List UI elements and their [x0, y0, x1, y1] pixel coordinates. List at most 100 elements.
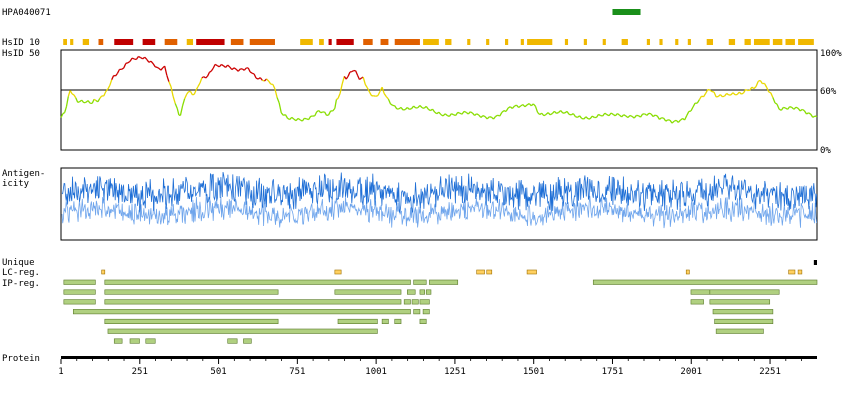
- identity-line-segment: [532, 103, 536, 107]
- antigenicity-line-primary: [61, 172, 817, 214]
- hsid10-block: [380, 39, 389, 45]
- hsid10-block: [467, 39, 471, 45]
- identity-line-segment: [539, 112, 543, 116]
- identity-line-segment: [572, 113, 576, 118]
- identity-line-segment: [295, 117, 299, 122]
- identity-line-segment: [148, 60, 152, 63]
- identity-line-segment: [463, 110, 467, 113]
- identity-line-segment: [150, 60, 154, 65]
- x-tick-label: 251: [132, 367, 148, 377]
- identity-line-segment: [791, 106, 795, 110]
- hsid10-block: [520, 39, 524, 45]
- antigenicity-plot-frame: [60, 167, 818, 241]
- ip-region: [337, 318, 378, 325]
- identity-line-segment: [231, 67, 235, 71]
- identity-line-segment: [465, 111, 469, 115]
- x-tick-label: 1251: [444, 367, 466, 377]
- identity-line-segment: [806, 112, 809, 115]
- identity-line-segment: [400, 107, 404, 111]
- identity-line-segment: [278, 102, 282, 113]
- hsid10-block: [249, 39, 275, 45]
- identity-line-segment: [503, 110, 507, 113]
- identity-plot-frame: [60, 49, 818, 151]
- identity-line-segment: [123, 63, 127, 69]
- hsid10-block: [230, 39, 244, 45]
- hsid10-block: [505, 39, 509, 45]
- identity-line-segment: [172, 96, 176, 104]
- identity-line-segment: [480, 115, 484, 118]
- identity-line-segment: [461, 110, 465, 115]
- ytick-100: 100%: [820, 49, 842, 59]
- identity-line-segment: [808, 112, 812, 115]
- identity-line-segment: [297, 117, 301, 121]
- identity-line-segment: [709, 89, 713, 93]
- hsid10-block: [196, 39, 225, 45]
- identity-line-segment: [306, 118, 309, 121]
- identity-line-segment: [107, 85, 111, 90]
- ip-region: [407, 289, 416, 295]
- identity-line-segment: [221, 63, 224, 67]
- identity-line-segment: [470, 111, 473, 114]
- protein-axis-bar: [61, 356, 817, 359]
- hsid10-block: [423, 39, 439, 45]
- identity-line-segment: [377, 91, 381, 96]
- ip-region: [334, 289, 402, 295]
- identity-line-segment: [398, 106, 402, 110]
- identity-line-segment: [732, 92, 736, 96]
- identity-line-segment: [91, 98, 95, 104]
- identity-line-segment: [205, 75, 208, 79]
- ip-region: [413, 279, 427, 285]
- identity-line-segment: [722, 95, 725, 98]
- identity-line-segment: [324, 111, 328, 116]
- ip-region: [419, 318, 427, 325]
- identity-line-segment: [778, 108, 782, 111]
- x-tick-label: 2001: [680, 367, 702, 377]
- identity-line-segment: [787, 106, 791, 110]
- identity-line-segment: [203, 76, 207, 79]
- identity-line-segment: [492, 116, 497, 120]
- identity-line-segment: [803, 110, 808, 115]
- identity-line-segment: [717, 94, 721, 97]
- identity-line-segment: [692, 102, 696, 108]
- identity-line-segment: [560, 110, 564, 114]
- identity-line-segment: [280, 112, 284, 116]
- hsid10-block: [621, 39, 628, 45]
- hsid10-block: [706, 39, 714, 45]
- identity-line-segment: [501, 110, 505, 113]
- lc-region: [526, 269, 537, 275]
- identity-line-segment: [520, 104, 524, 107]
- identity-line-segment: [793, 106, 797, 110]
- identity-line-segment: [266, 78, 270, 82]
- hsid10-block: [445, 39, 452, 45]
- ip-region: [592, 279, 818, 285]
- hsid10-block: [394, 39, 420, 45]
- unique-label: Unique: [2, 258, 35, 268]
- identity-line-segment: [497, 114, 501, 117]
- identity-line-segment: [648, 112, 652, 115]
- identity-line-segment: [247, 67, 251, 73]
- lc-region: [476, 269, 485, 275]
- identity-line-segment: [617, 112, 620, 116]
- identity-line-segment: [327, 110, 332, 116]
- hsid10-block: [186, 39, 194, 45]
- identity-line-segment: [770, 92, 774, 98]
- identity-line-segment: [442, 113, 446, 117]
- identity-line-segment: [212, 64, 216, 69]
- identity-line-segment: [81, 99, 85, 104]
- identity-line-segment: [291, 116, 295, 120]
- identity-line-segment: [375, 94, 379, 97]
- identity-line-segment: [366, 87, 371, 93]
- identity-line-segment: [257, 77, 261, 80]
- hsid10-block: [70, 39, 74, 45]
- identity-line-segment: [103, 91, 107, 97]
- identity-line-segment: [511, 105, 515, 109]
- identity-line-segment: [241, 68, 245, 71]
- hsid10-block: [798, 39, 814, 45]
- identity-line-segment: [701, 95, 704, 98]
- identity-line-segment: [499, 112, 503, 117]
- hsid10-label: HsID 10: [2, 38, 40, 48]
- identity-line-segment: [797, 107, 801, 112]
- identity-line-segment: [581, 117, 584, 120]
- ytick-0: 0%: [820, 146, 831, 156]
